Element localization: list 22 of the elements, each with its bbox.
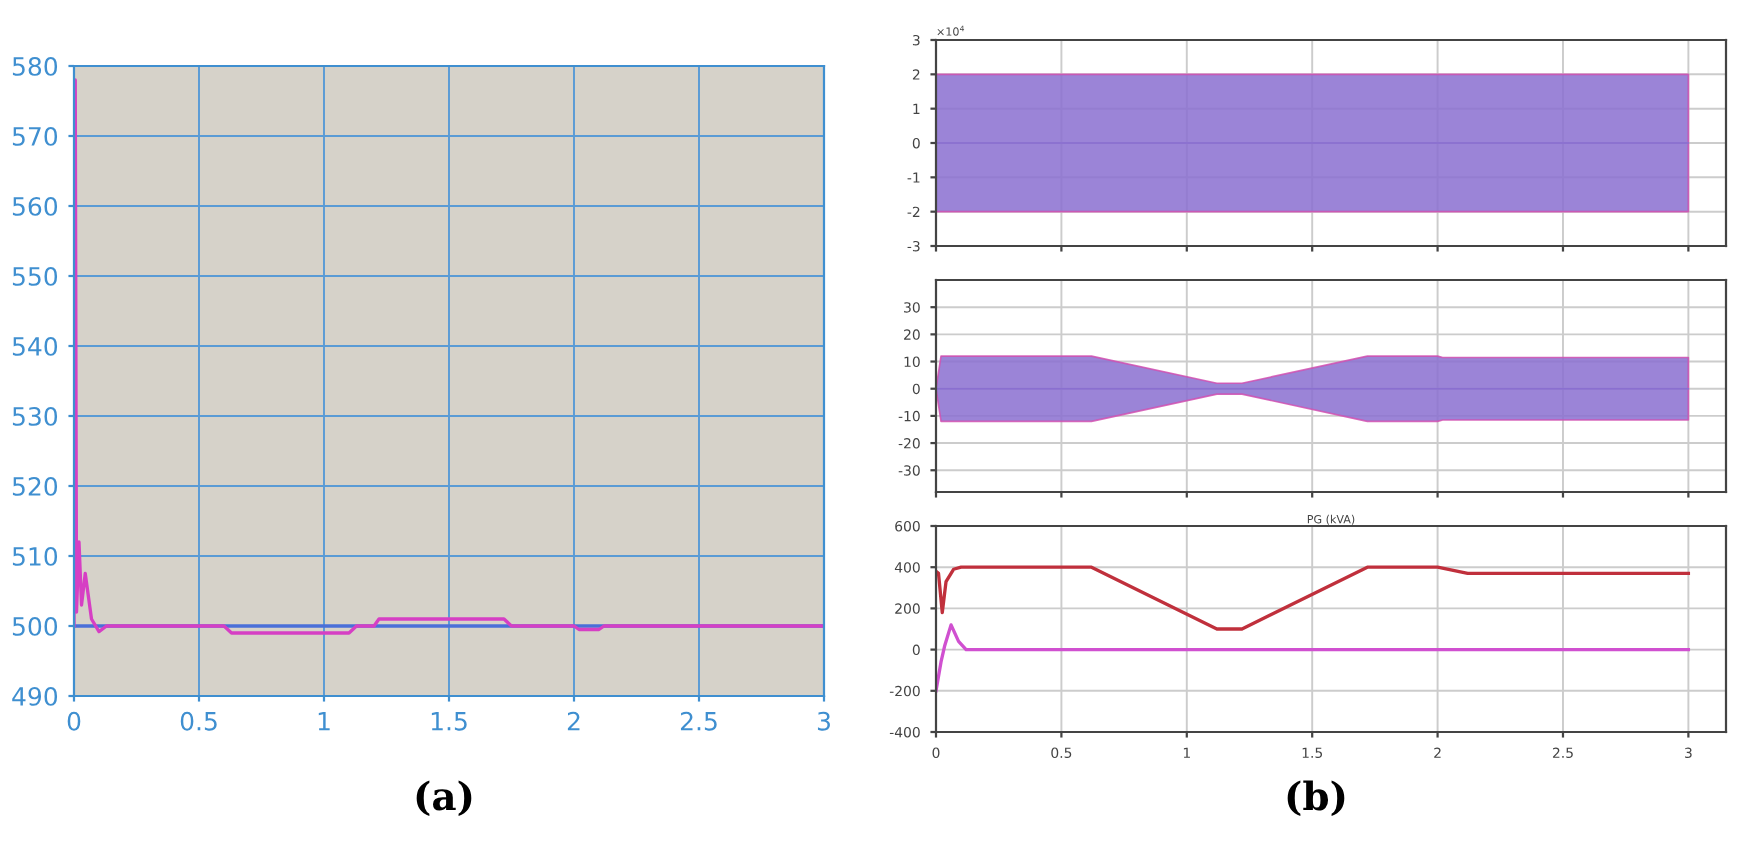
y-tick-label: 570 <box>12 126 58 146</box>
y-tick-label: 540 <box>12 336 58 356</box>
x-tick-label: 3 <box>817 711 830 731</box>
y-tick-label: 490 <box>12 686 58 706</box>
y-tick-label: 550 <box>12 266 58 286</box>
line-series <box>74 78 824 635</box>
y-tick-label: 500 <box>12 616 58 636</box>
y-tick-label: 520 <box>12 476 58 496</box>
y-tick-label: 580 <box>12 56 58 76</box>
text: (a) <box>416 780 472 817</box>
x-tick-label: 2 <box>567 711 580 731</box>
line-series <box>936 623 1691 693</box>
y-tick-label: 530 <box>12 406 58 426</box>
y-tick-label: 560 <box>12 196 58 216</box>
line-series <box>936 565 1691 631</box>
x-tick-label: 1 <box>318 712 330 731</box>
text: (b) <box>1287 780 1345 817</box>
x-tick-label: 2.5 <box>680 711 717 731</box>
x-tick-label: 0.5 <box>180 711 217 731</box>
y-tick-label: 510 <box>12 546 58 566</box>
x-tick-label: 0 <box>67 711 81 731</box>
x-tick-label: 1.5 <box>431 712 467 731</box>
